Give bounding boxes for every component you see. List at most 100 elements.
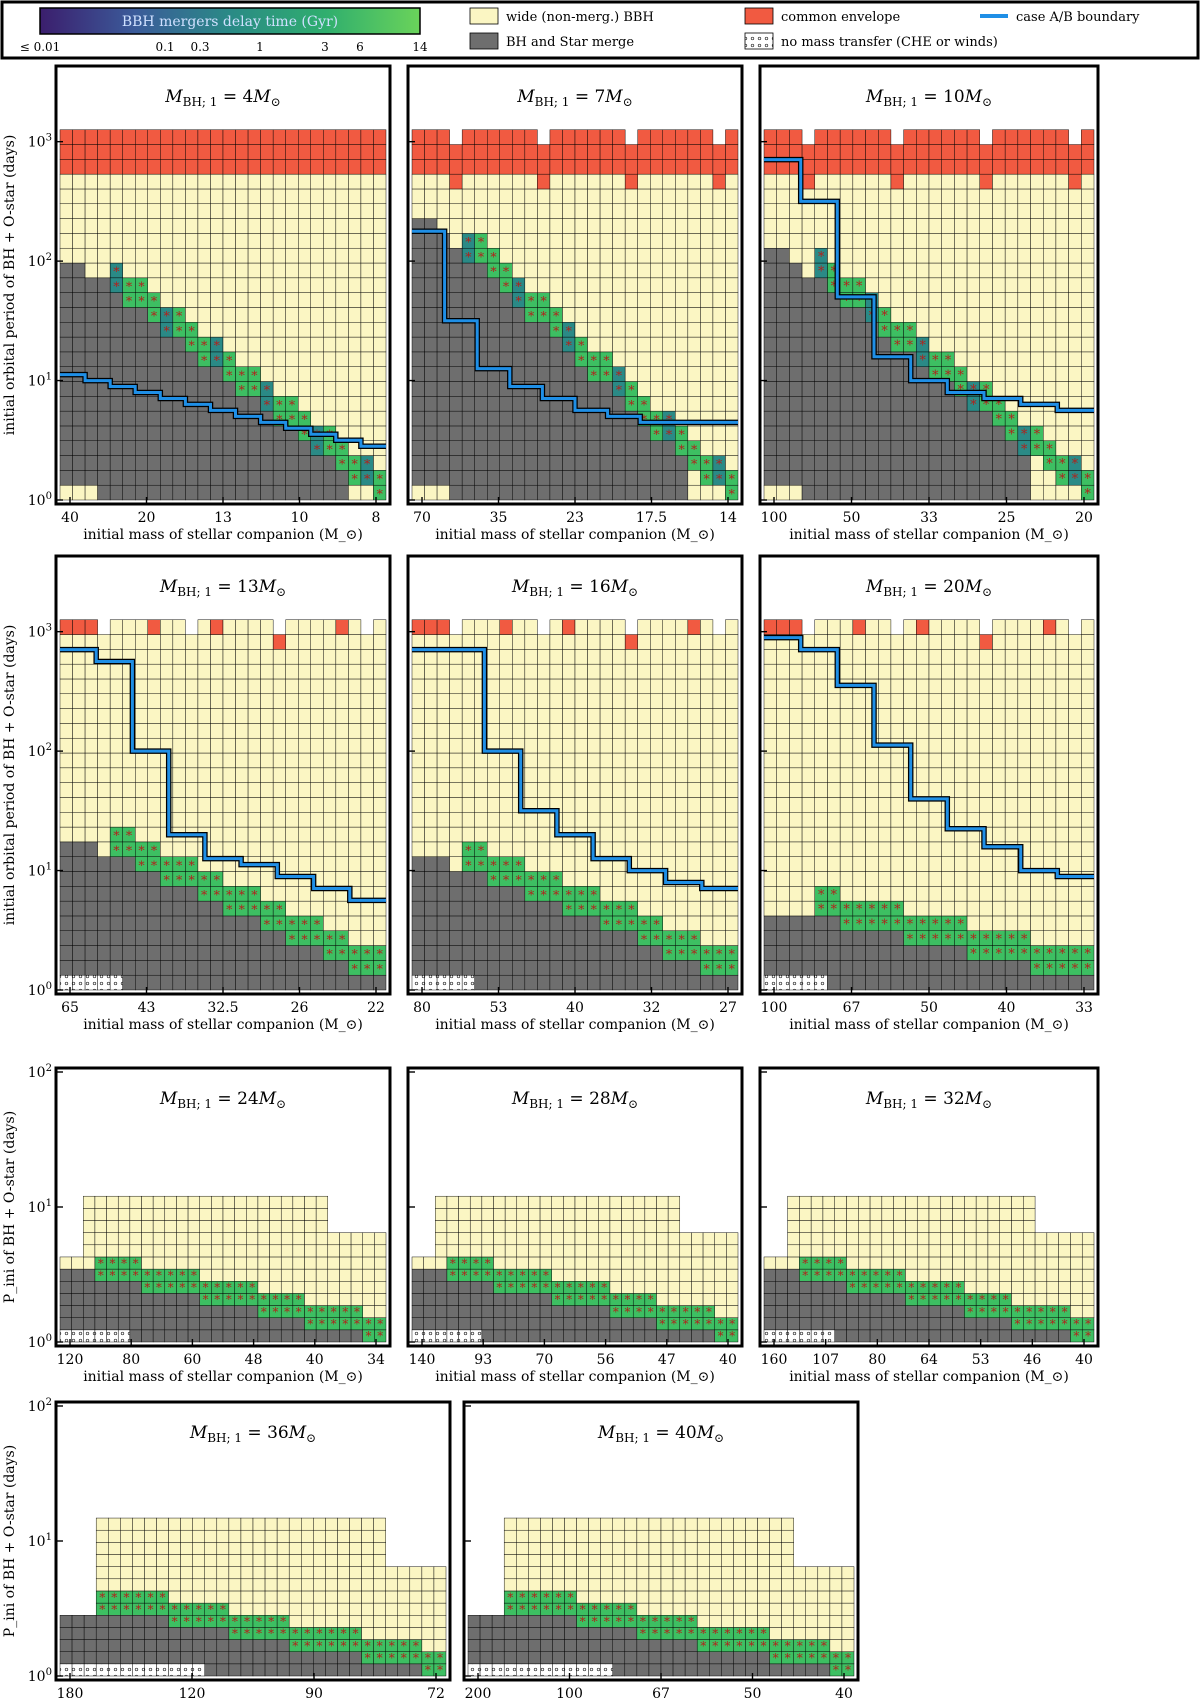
grid-cell bbox=[537, 649, 551, 665]
grid-cell bbox=[474, 915, 488, 931]
grid-cell bbox=[122, 440, 136, 456]
grid-cell bbox=[587, 247, 601, 264]
grid-cell bbox=[461, 826, 475, 843]
grid-cell bbox=[129, 1244, 142, 1258]
grid-cell bbox=[587, 663, 601, 680]
grid-cell bbox=[411, 782, 425, 798]
grid-cell bbox=[839, 663, 854, 680]
grid-cell bbox=[185, 262, 199, 279]
grid-cell bbox=[373, 277, 387, 293]
grid-cell bbox=[679, 1256, 692, 1270]
grid-cell bbox=[725, 737, 739, 754]
grid-cell bbox=[323, 470, 337, 486]
grid-cell bbox=[260, 767, 274, 783]
grid-cell bbox=[260, 233, 274, 249]
grid-cell bbox=[814, 366, 828, 382]
grid-cell bbox=[632, 1329, 646, 1343]
grid-cell bbox=[72, 440, 86, 456]
grid-cell bbox=[612, 203, 626, 219]
grid-cell bbox=[612, 351, 626, 367]
grid-cell bbox=[172, 797, 186, 813]
grid-cell bbox=[992, 336, 1006, 353]
grid-cell bbox=[109, 440, 123, 456]
grid-cell bbox=[928, 871, 942, 887]
grid-cell bbox=[1043, 693, 1057, 709]
grid-cell bbox=[524, 247, 538, 264]
grid-cell bbox=[1081, 381, 1095, 397]
grid-cell bbox=[712, 218, 726, 234]
grid-cell bbox=[675, 396, 689, 412]
grid-cell bbox=[436, 693, 450, 709]
grid-cell bbox=[185, 812, 199, 828]
grid-cell bbox=[160, 159, 174, 175]
merger-star: * bbox=[189, 338, 196, 353]
grid-cell bbox=[1081, 203, 1095, 219]
grid-cell bbox=[776, 886, 790, 902]
merger-star: * bbox=[1034, 427, 1041, 442]
grid-cell bbox=[1043, 351, 1057, 367]
grid-cell bbox=[878, 129, 892, 145]
grid-cell bbox=[449, 144, 463, 160]
grid-cell bbox=[587, 129, 601, 145]
grid-cell bbox=[916, 203, 930, 219]
grid-cell bbox=[235, 752, 249, 769]
grid-cell bbox=[469, 1317, 483, 1331]
grid-cell bbox=[436, 144, 450, 160]
grid-cell bbox=[315, 1329, 329, 1343]
grid-cell bbox=[424, 425, 438, 441]
grid-cell bbox=[1017, 129, 1031, 145]
grid-cell bbox=[272, 336, 286, 353]
grid-cell bbox=[285, 974, 299, 991]
merger-star: * bbox=[284, 1293, 290, 1307]
grid-cell bbox=[487, 381, 500, 397]
grid-cell bbox=[712, 649, 726, 665]
grid-cell bbox=[966, 708, 980, 724]
grid-cell bbox=[662, 440, 676, 456]
grid-cell bbox=[852, 484, 866, 501]
grid-cell bbox=[776, 930, 790, 946]
grid-cell bbox=[1081, 455, 1095, 471]
grid-cell bbox=[852, 144, 866, 160]
grid-cell bbox=[499, 233, 513, 249]
grid-cell bbox=[298, 634, 311, 650]
grid-cell bbox=[1068, 663, 1082, 680]
grid-cell bbox=[59, 1305, 72, 1318]
grid-cell bbox=[234, 1244, 247, 1258]
grid-cell bbox=[763, 752, 777, 769]
x-tick-label: 14 bbox=[719, 510, 737, 526]
grid-cell bbox=[94, 1244, 107, 1258]
grid-cell bbox=[1055, 233, 1069, 249]
grid-cell bbox=[499, 752, 513, 769]
grid-cell bbox=[599, 678, 613, 695]
grid-cell bbox=[199, 1195, 212, 1209]
grid-cell bbox=[687, 841, 701, 857]
grid-cell bbox=[650, 663, 663, 680]
grid-cell bbox=[335, 173, 349, 190]
grid-cell bbox=[172, 262, 186, 279]
grid-cell bbox=[135, 159, 148, 175]
grid-cell bbox=[487, 752, 500, 769]
grid-cell bbox=[537, 737, 551, 754]
grid-cell bbox=[222, 619, 236, 635]
grid-cell bbox=[298, 233, 311, 249]
grid-cell bbox=[574, 708, 588, 724]
merger-star: * bbox=[138, 842, 145, 857]
grid-cell bbox=[310, 203, 324, 219]
grid-cell bbox=[954, 812, 968, 828]
merger-star: * bbox=[450, 1268, 456, 1282]
grid-cell bbox=[599, 782, 613, 798]
grid-cell bbox=[257, 1329, 270, 1343]
grid-cell bbox=[135, 455, 148, 471]
grid-cell bbox=[928, 247, 942, 264]
grid-cell bbox=[1004, 129, 1019, 145]
grid-cell bbox=[449, 960, 463, 976]
grid-cell bbox=[712, 366, 726, 382]
grid-cell bbox=[954, 307, 968, 323]
grid-cell bbox=[687, 425, 701, 441]
grid-cell bbox=[122, 767, 136, 783]
grid-cell bbox=[373, 782, 387, 798]
merger-star: * bbox=[641, 917, 648, 932]
x-tick-label: 22 bbox=[367, 1000, 385, 1016]
grid-cell bbox=[59, 351, 73, 367]
grid-cell bbox=[1081, 144, 1095, 160]
